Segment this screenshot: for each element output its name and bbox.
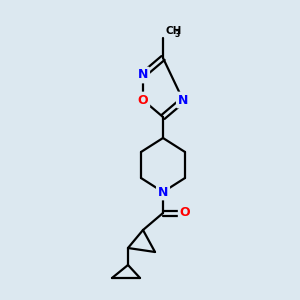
Text: N: N (178, 94, 188, 106)
Text: 3: 3 (175, 30, 180, 39)
Text: N: N (138, 68, 148, 82)
Text: N: N (158, 185, 168, 199)
Text: O: O (138, 94, 148, 106)
Text: O: O (180, 206, 190, 220)
Text: CH: CH (165, 26, 181, 36)
